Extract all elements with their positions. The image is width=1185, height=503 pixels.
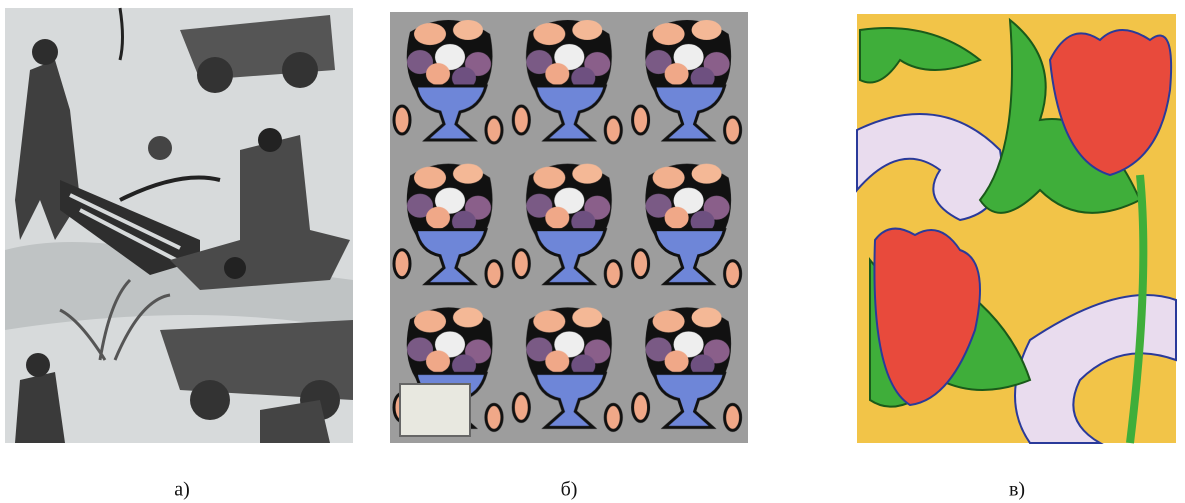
caption: в) <box>1009 479 1025 501</box>
shape <box>390 12 748 443</box>
shape <box>69 193 181 250</box>
shape <box>118 7 124 61</box>
shape <box>59 278 171 361</box>
shape <box>148 136 172 160</box>
shape <box>119 175 221 202</box>
shape <box>60 180 200 275</box>
panel-a-image <box>5 7 353 443</box>
caption: а) <box>174 479 190 501</box>
shape <box>190 380 230 420</box>
shape <box>160 320 353 400</box>
shape <box>856 113 1003 222</box>
shape <box>1048 29 1173 177</box>
shape <box>69 193 181 264</box>
shape <box>224 257 246 279</box>
shape <box>79 208 181 264</box>
shape <box>399 383 471 437</box>
shape <box>258 128 282 152</box>
shape <box>26 353 50 377</box>
shape <box>1126 174 1148 444</box>
shape <box>1014 294 1177 444</box>
shape <box>859 27 982 84</box>
shape <box>15 372 65 443</box>
shape <box>32 39 58 65</box>
panel-c-image <box>856 14 1177 444</box>
shape <box>170 135 350 290</box>
caption: б) <box>561 479 578 501</box>
shape <box>197 57 233 93</box>
shape <box>873 227 981 407</box>
shape <box>282 52 318 88</box>
shape <box>5 242 353 330</box>
panel-b-image <box>390 12 748 443</box>
shape <box>260 400 330 443</box>
